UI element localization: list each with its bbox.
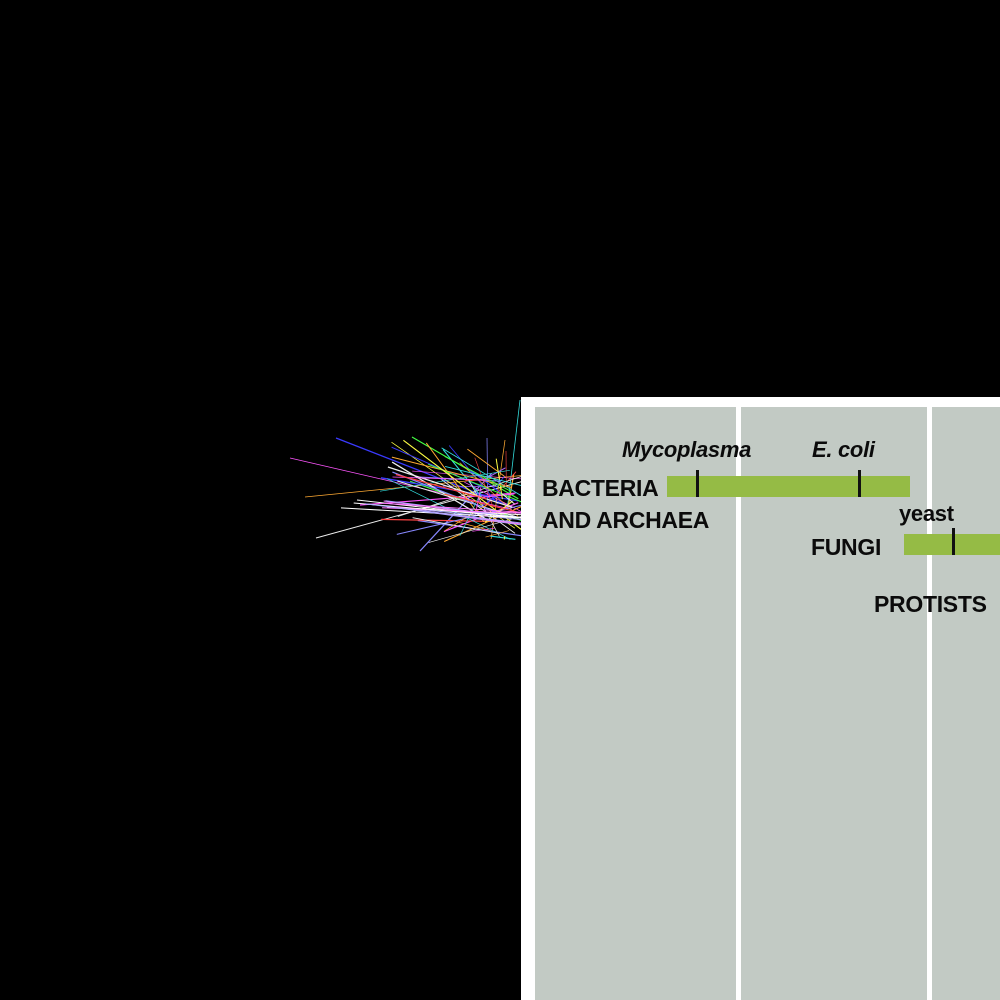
bacteria-archaea-range-bar (667, 476, 910, 497)
tangle-line (444, 455, 512, 493)
tangle-line (501, 493, 515, 505)
tangle-line (397, 480, 534, 523)
tangle-line (412, 517, 500, 534)
tangle-line (449, 519, 496, 533)
group-label-bacteria: BACTERIA (542, 475, 659, 501)
mycoplasma-marker (696, 470, 699, 497)
tangle-line (395, 473, 487, 500)
tangle-line (490, 535, 516, 540)
tangle-line (506, 399, 521, 509)
tangle-line (472, 527, 495, 532)
tangle-line (379, 469, 510, 492)
tangle-line (448, 445, 499, 505)
group-label-protists: PROTISTS (874, 591, 987, 617)
ecoli-marker (858, 470, 861, 497)
scale-column-1 (535, 407, 736, 1000)
tangle-line (464, 481, 530, 517)
tangle-line (490, 439, 506, 540)
scale-column-3 (932, 407, 1000, 1000)
tangle-streak-line (364, 503, 523, 524)
tangle-line (459, 462, 519, 517)
tangle-line (481, 467, 506, 482)
scale-column-2 (741, 407, 927, 1000)
tangle-line (467, 448, 507, 478)
genome-size-panel: Mycoplasma E. coli BACTERIA AND ARCHAEA … (521, 397, 1000, 1000)
tangle-line (459, 491, 482, 537)
organism-label-yeast: yeast (899, 501, 954, 526)
tangle-line (391, 456, 512, 488)
tangle-line (484, 471, 517, 508)
tangle-line (495, 475, 505, 488)
tangle-line (444, 504, 488, 532)
organism-label-ecoli: E. coli (812, 437, 875, 462)
group-label-fungi: FUNGI (811, 534, 882, 560)
tangle-line (474, 457, 494, 508)
tangle-streak-line (385, 500, 523, 519)
tangle-line (495, 458, 503, 500)
tangle-line (486, 437, 489, 502)
yeast-marker (952, 528, 955, 555)
tangle-line (480, 494, 498, 508)
tangle-line (467, 478, 500, 537)
tangle-streak-line (383, 502, 523, 513)
tangle-line (412, 470, 532, 480)
tangle-line (482, 493, 515, 498)
organism-label-mycoplasma: Mycoplasma (622, 437, 752, 462)
tangle-line (485, 530, 510, 538)
tangle-line (443, 485, 498, 487)
tangle-line (392, 471, 509, 518)
tangle-line (444, 465, 531, 489)
tangle-line (503, 536, 506, 540)
tangle-line (387, 466, 513, 508)
group-label-archaea: AND ARCHAEA (542, 507, 710, 533)
